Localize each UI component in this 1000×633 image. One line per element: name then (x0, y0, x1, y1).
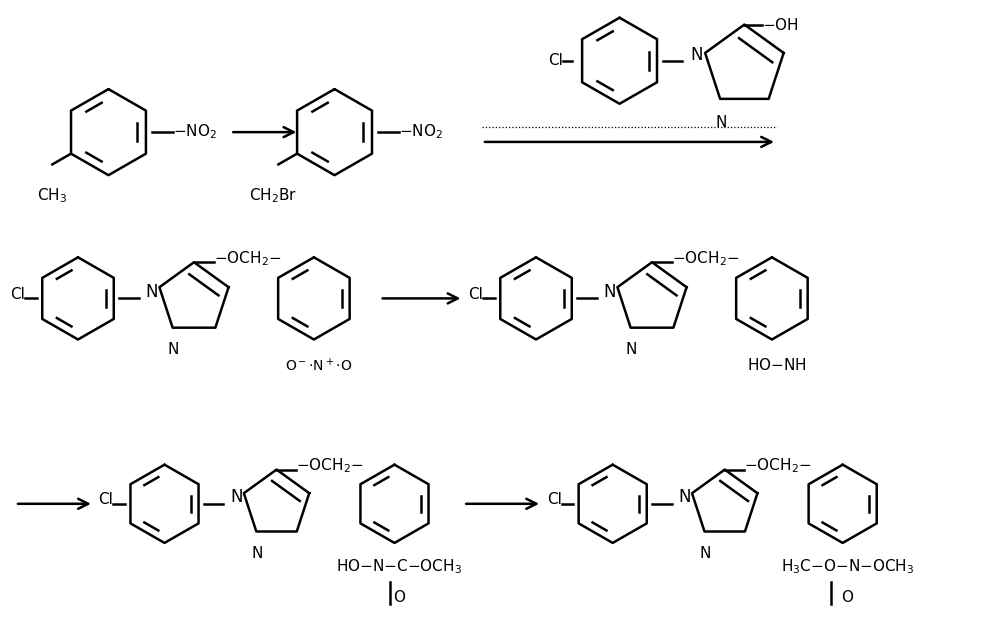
Text: N: N (146, 282, 158, 301)
Text: N: N (626, 342, 637, 358)
Text: N: N (679, 488, 691, 506)
Text: $-$OCH$_2$$-$: $-$OCH$_2$$-$ (214, 249, 281, 268)
Text: Cl: Cl (10, 287, 25, 302)
Text: N: N (230, 488, 243, 506)
Text: CH$_2$Br: CH$_2$Br (249, 186, 298, 204)
Text: N: N (252, 546, 263, 561)
Text: N: N (715, 115, 727, 130)
Text: $-$OH: $-$OH (762, 16, 799, 32)
Text: HO$-$N$-$C$-$OCH$_3$: HO$-$N$-$C$-$OCH$_3$ (336, 558, 462, 576)
Text: O: O (393, 590, 405, 605)
Text: N: N (168, 342, 179, 358)
Text: $-$NO$_2$: $-$NO$_2$ (173, 123, 217, 142)
Text: $-$OCH$_2$$-$: $-$OCH$_2$$-$ (744, 456, 812, 475)
Text: N: N (690, 46, 703, 64)
Text: N: N (604, 282, 616, 301)
Text: $-$OCH$_2$$-$: $-$OCH$_2$$-$ (296, 456, 364, 475)
Text: $-$OCH$_2$$-$: $-$OCH$_2$$-$ (672, 249, 739, 268)
Text: Cl: Cl (99, 492, 113, 508)
Text: Cl: Cl (547, 492, 562, 508)
Text: N: N (700, 546, 711, 561)
Text: O$^-$·N$^+$·O: O$^-$·N$^+$·O (285, 357, 352, 374)
Text: O: O (842, 590, 854, 605)
Text: HO$-$NH: HO$-$NH (747, 357, 806, 373)
Text: Cl: Cl (548, 53, 563, 68)
Text: H$_3$C$-$O$-$N$-$OCH$_3$: H$_3$C$-$O$-$N$-$OCH$_3$ (781, 558, 914, 576)
Text: Cl: Cl (468, 287, 483, 302)
Text: CH$_3$: CH$_3$ (37, 186, 67, 204)
Text: $-$NO$_2$: $-$NO$_2$ (399, 123, 443, 142)
